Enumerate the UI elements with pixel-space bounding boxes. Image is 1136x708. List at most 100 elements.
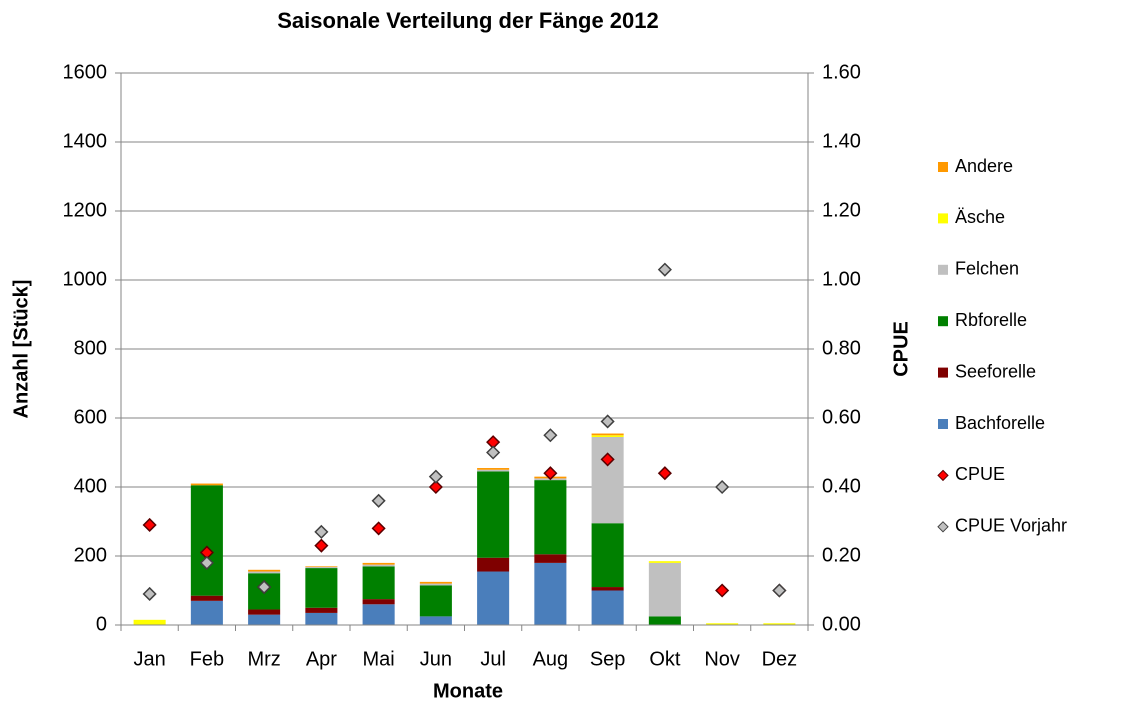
bar-segment <box>362 604 395 625</box>
legend-swatch <box>938 264 948 275</box>
bar-segment <box>477 468 510 470</box>
bar-segment <box>305 568 338 608</box>
bar-segment <box>419 581 452 584</box>
marker <box>371 493 386 508</box>
bar-segment <box>591 436 624 524</box>
y2-tick-label: 0.40 <box>822 475 861 497</box>
x-tick-label: Feb <box>190 648 224 670</box>
marker <box>600 452 615 467</box>
y-tick-label: 1400 <box>63 130 108 152</box>
marker <box>543 466 558 481</box>
bar-segment <box>248 609 281 615</box>
y2-tick-label: 1.40 <box>822 130 861 152</box>
bar-segment <box>362 566 395 600</box>
bar-segment <box>190 483 223 486</box>
x-tick-label: Mai <box>363 648 395 670</box>
y-tick-label: 1200 <box>63 199 108 221</box>
bar-segment <box>591 590 624 625</box>
bar-segment <box>305 607 338 613</box>
bar-segment <box>419 585 452 617</box>
bar-segment <box>133 619 166 625</box>
bar-segment <box>591 433 624 436</box>
legend-label: Äsche <box>955 207 1005 227</box>
x-axis-label: Monate <box>433 680 503 702</box>
y2-tick-label: 0.20 <box>822 544 861 566</box>
legend-marker <box>937 469 949 482</box>
y-tick-label: 800 <box>74 337 107 359</box>
x-tick-label: Sep <box>590 648 626 670</box>
x-tick-label: Mrz <box>247 648 280 670</box>
marker <box>715 583 730 598</box>
legend-label: Rbforelle <box>955 310 1027 330</box>
y2-tick-label: 1.20 <box>822 199 861 221</box>
x-tick-label: Dez <box>762 648 798 670</box>
legend-label: Felchen <box>955 259 1019 279</box>
marker <box>257 579 272 595</box>
marker <box>657 262 672 277</box>
y2-tick-label: 1.60 <box>822 61 861 83</box>
legend-swatch <box>938 162 948 172</box>
bar-segment <box>763 623 796 625</box>
y2-axis-label: CPUE <box>890 321 912 377</box>
marker <box>657 466 672 481</box>
marker <box>314 538 329 553</box>
bar-segment <box>305 612 338 625</box>
legend-swatch <box>938 316 948 327</box>
marker <box>543 428 558 443</box>
bar-segment <box>362 564 395 567</box>
bar-segment <box>477 469 510 472</box>
bar-segment <box>648 562 681 617</box>
y-tick-label: 200 <box>74 544 107 566</box>
x-tick-label: Jun <box>420 648 452 670</box>
bar-segment <box>362 562 395 565</box>
bar-segment <box>534 554 567 563</box>
marker <box>715 479 730 495</box>
bar-segment <box>362 599 395 605</box>
x-tick-label: Aug <box>533 648 569 670</box>
bar-segment <box>477 571 510 625</box>
bar-segment <box>591 587 624 591</box>
legend-label: Seeforelle <box>955 361 1036 381</box>
y2-tick-label: 0.60 <box>822 406 861 428</box>
x-tick-label: Okt <box>649 648 681 670</box>
bar-segment <box>190 485 223 596</box>
y-tick-label: 1000 <box>63 268 108 290</box>
y-tick-label: 1600 <box>63 61 108 83</box>
marker <box>199 555 214 570</box>
marker <box>428 479 443 495</box>
marker <box>428 469 443 484</box>
bar-segment <box>477 557 510 572</box>
y2-tick-label: 0.80 <box>822 337 861 359</box>
y-tick-label: 400 <box>74 475 107 497</box>
y-axis-label: Anzahl [Stück] <box>10 280 32 419</box>
marker <box>314 524 329 539</box>
marker <box>371 521 386 536</box>
bar-segment <box>591 523 624 588</box>
marker <box>142 586 157 602</box>
marker <box>600 414 615 429</box>
x-tick-label: Jul <box>480 648 506 670</box>
legend-label: Andere <box>955 156 1013 176</box>
marker <box>486 445 501 460</box>
bar-segment <box>706 623 739 625</box>
legend-label: Bachforelle <box>955 413 1045 433</box>
legend-swatch <box>938 367 948 378</box>
y2-tick-label: 1.00 <box>822 268 861 290</box>
bar-segment <box>305 566 338 568</box>
bar-segment <box>190 595 223 601</box>
chart-title: Saisonale Verteilung der Fänge 2012 <box>277 8 659 33</box>
bar-segment <box>591 435 624 437</box>
legend-swatch <box>938 213 948 224</box>
x-tick-label: Jan <box>134 648 166 670</box>
legend-marker <box>937 521 949 533</box>
marker <box>142 517 157 533</box>
bar-segment <box>477 471 510 558</box>
bar-segment <box>648 616 681 625</box>
legend-label: CPUE Vorjahr <box>955 516 1067 536</box>
y-tick-label: 600 <box>74 406 107 428</box>
x-tick-label: Nov <box>704 648 740 670</box>
x-tick-label: Apr <box>306 648 337 670</box>
bar-segment <box>248 614 281 625</box>
bar-segment <box>534 562 567 625</box>
bar-segment <box>190 600 223 625</box>
